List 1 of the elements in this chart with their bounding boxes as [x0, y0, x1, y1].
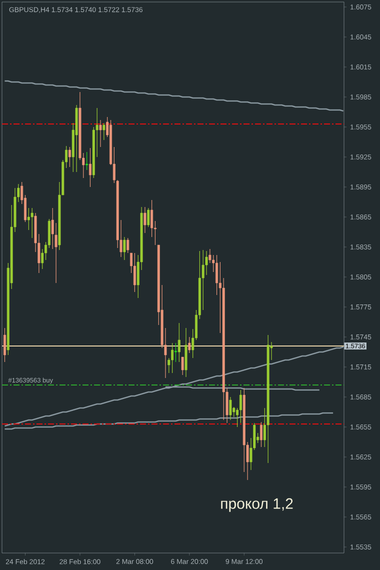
annotation: прокол 1,2	[221, 498, 293, 512]
